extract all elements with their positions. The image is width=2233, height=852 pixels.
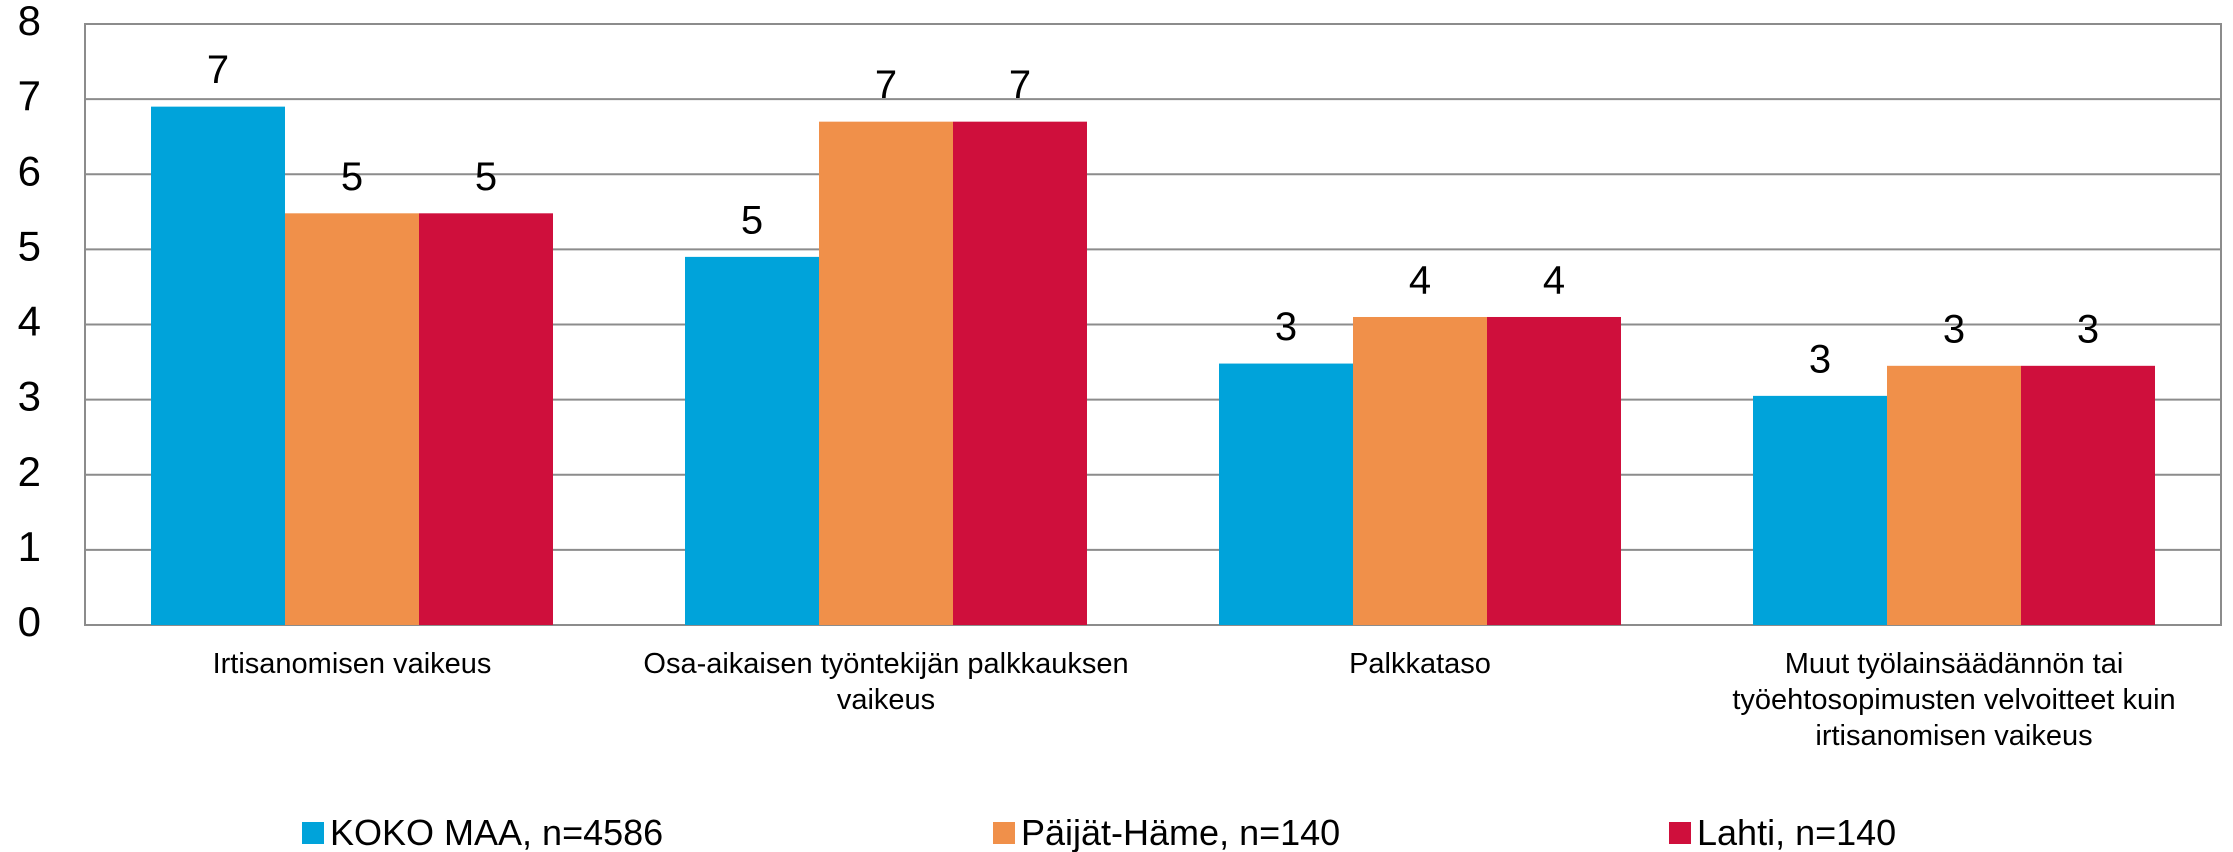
- legend-swatch: [993, 822, 1015, 844]
- x-tick-label: Muut työlainsäädännön tai työehtosopimus…: [1732, 648, 2176, 752]
- y-tick-label: 0: [18, 598, 41, 645]
- data-label: 7: [875, 63, 897, 107]
- legend-item: Päijät-Häme, n=140: [993, 812, 1340, 852]
- data-label: 5: [475, 155, 497, 199]
- legend-label: Lahti, n=140: [1697, 812, 1897, 852]
- bar: [2021, 365, 2155, 625]
- data-label: 5: [741, 198, 763, 242]
- legend-label: KOKO MAA, n=4586: [330, 812, 664, 852]
- y-tick-label: 2: [18, 448, 41, 495]
- bar: [1753, 395, 1887, 625]
- x-tick-label: Palkkataso: [1349, 648, 1491, 680]
- y-tick-label: 4: [18, 298, 41, 345]
- data-label: 3: [1275, 305, 1297, 349]
- data-label: 3: [2077, 307, 2099, 351]
- plot-border: [84, 23, 2222, 626]
- y-tick-label: 5: [18, 222, 41, 269]
- legend-swatch: [302, 822, 324, 844]
- legend-item: KOKO MAA, n=4586: [302, 812, 663, 852]
- data-label: 7: [207, 48, 229, 92]
- bar: [1219, 363, 1353, 625]
- y-tick-label: 1: [18, 523, 41, 570]
- legend-swatch: [1669, 822, 1691, 844]
- data-label: 4: [1409, 259, 1431, 303]
- bar: [1887, 365, 2021, 625]
- data-label: 4: [1543, 259, 1565, 303]
- bar: [819, 121, 953, 625]
- data-label: 3: [1809, 337, 1831, 381]
- y-tick-label: 8: [18, 0, 41, 44]
- bar: [685, 256, 819, 625]
- legend-item: Lahti, n=140: [1669, 812, 1896, 852]
- y-tick-label: 6: [18, 147, 41, 194]
- bar: [151, 106, 285, 625]
- data-label: 3: [1943, 307, 1965, 351]
- bar: [419, 213, 553, 625]
- x-tick-label: Osa-aikaisen työntekijän palkkauksen vai…: [643, 648, 1129, 716]
- bar: [953, 121, 1087, 625]
- bar: [285, 213, 419, 625]
- data-label: 5: [341, 155, 363, 199]
- legend-label: Päijät-Häme, n=140: [1021, 812, 1341, 852]
- y-tick-label: 3: [18, 373, 41, 420]
- data-label: 7: [1009, 63, 1031, 107]
- y-tick-label: 7: [18, 72, 41, 119]
- bar: [1487, 316, 1621, 625]
- bar: [1353, 316, 1487, 625]
- x-tick-label: Irtisanomisen vaikeus: [212, 648, 492, 680]
